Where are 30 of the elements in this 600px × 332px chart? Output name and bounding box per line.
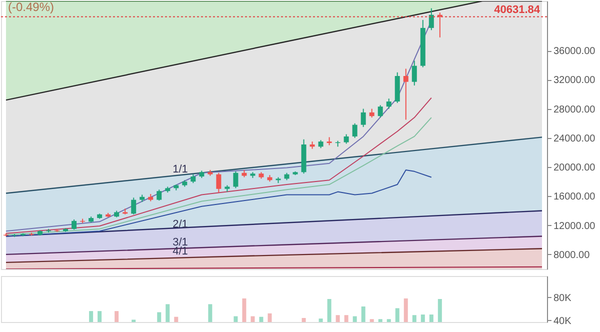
candlestick — [216, 172, 222, 194]
candlestick — [233, 170, 238, 189]
ref-line-label: 40631.84 — [494, 4, 541, 16]
candlestick — [72, 218, 77, 230]
candlestick — [386, 98, 392, 110]
y-tick-label: 80K — [554, 292, 572, 304]
line-series — [6, 117, 432, 236]
y-tick-label: 28000.00 — [554, 104, 596, 116]
candlestick — [131, 197, 136, 215]
y-tick-label: 24000.00 — [554, 133, 596, 144]
annotation: 4/1 — [172, 245, 188, 258]
annotation: (-0.49%) — [8, 0, 54, 14]
y-tick-label: 20000.00 — [554, 162, 596, 174]
candlestick — [360, 108, 366, 128]
candlestick — [352, 122, 358, 138]
candlestick — [378, 104, 383, 118]
candlestick — [156, 189, 162, 202]
annotation: 1/1 — [172, 163, 188, 176]
y-tick-label: 8000.00 — [554, 250, 590, 261]
line-series — [6, 97, 432, 234]
y-tick-label: 40K — [554, 316, 572, 327]
candlestick — [403, 68, 408, 120]
candlestick — [428, 8, 434, 31]
candlestick — [344, 134, 349, 144]
candlestick — [412, 60, 417, 86]
annotation: 2/1 — [172, 218, 188, 230]
y-tick-label: 32000.00 — [554, 75, 596, 86]
y-tick-label: 12000.00 — [554, 220, 596, 232]
y-tick-label: 36000.00 — [554, 46, 596, 58]
y-tick-label: 16000.00 — [554, 192, 596, 203]
